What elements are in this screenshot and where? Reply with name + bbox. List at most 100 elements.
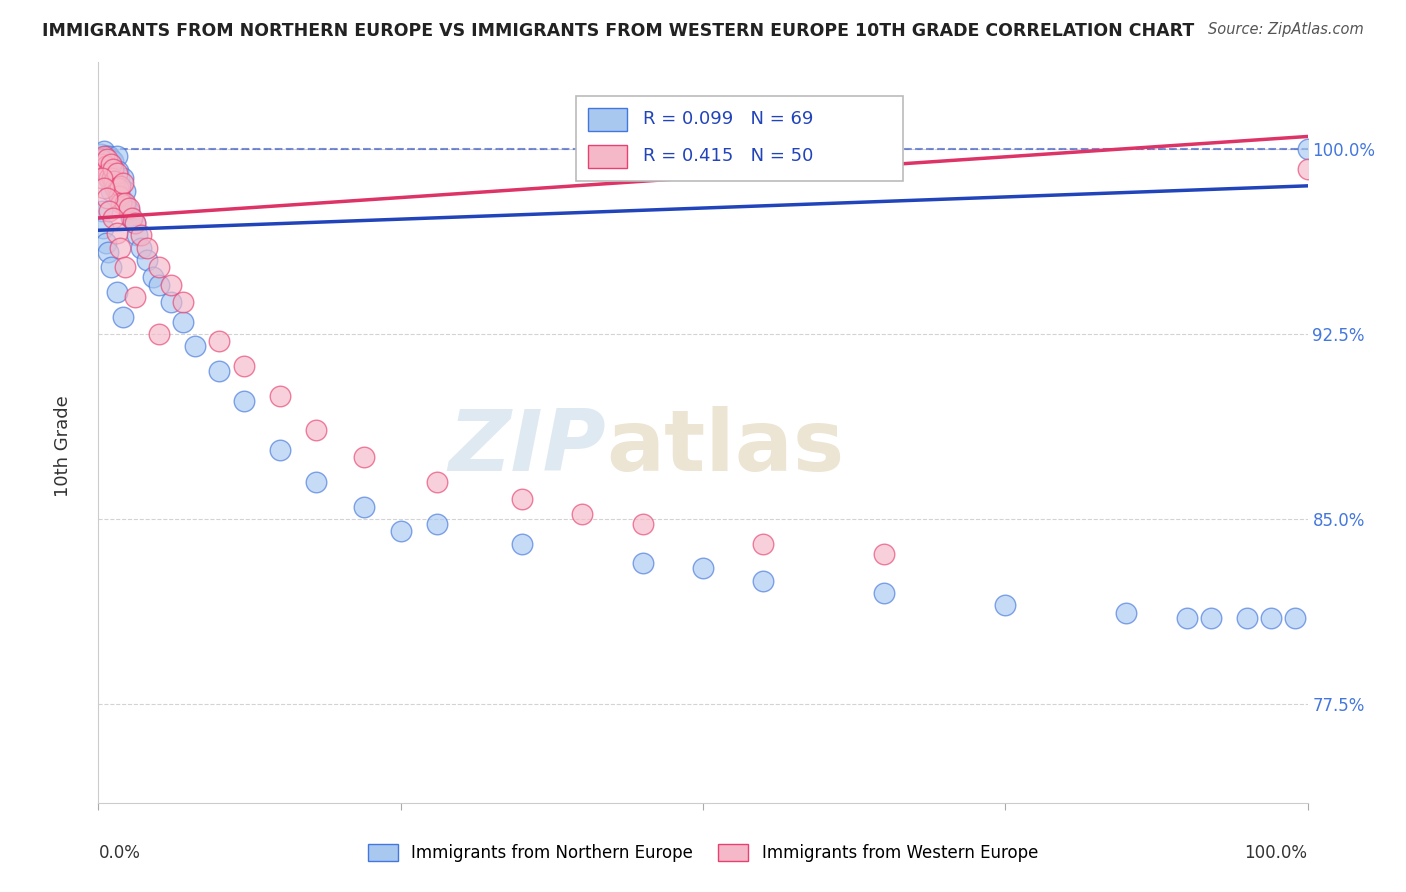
FancyBboxPatch shape [588, 145, 627, 169]
Point [97, 245, 120, 260]
Point [124, 216, 146, 230]
Point [100, 159, 122, 173]
Point [91, 220, 114, 235]
Point [107, 164, 129, 178]
Point [353, 500, 375, 514]
Point [752, 536, 775, 550]
Point [94, 164, 117, 178]
Point [135, 240, 157, 254]
Text: R = 0.415   N = 50: R = 0.415 N = 50 [643, 147, 813, 165]
Text: atlas: atlas [606, 406, 845, 489]
Point [90, 152, 112, 166]
Point [114, 196, 136, 211]
Text: IMMIGRANTS FROM NORTHERN EUROPE VS IMMIGRANTS FROM WESTERN EUROPE 10TH GRADE COR: IMMIGRANTS FROM NORTHERN EUROPE VS IMMIG… [42, 22, 1195, 40]
Point [305, 475, 328, 489]
Point [111, 177, 134, 191]
Point [1296, 142, 1319, 156]
Point [124, 216, 146, 230]
Point [100, 152, 122, 166]
Point [105, 285, 128, 299]
Point [100, 166, 122, 180]
Point [97, 156, 120, 170]
Point [1284, 610, 1306, 624]
Point [1296, 161, 1319, 176]
Point [91, 152, 114, 166]
Point [172, 294, 194, 309]
Point [100, 156, 122, 170]
Point [98, 171, 121, 186]
Point [269, 388, 291, 402]
Point [115, 198, 138, 212]
Point [104, 181, 127, 195]
Point [208, 364, 231, 378]
Point [93, 159, 115, 173]
Point [426, 475, 449, 489]
Point [91, 154, 114, 169]
Point [97, 171, 120, 186]
Point [114, 184, 136, 198]
Point [98, 166, 121, 180]
Point [148, 277, 170, 292]
Point [510, 492, 533, 507]
Point [510, 536, 533, 550]
Text: 0.0%: 0.0% [98, 844, 141, 862]
Point [269, 442, 291, 457]
Point [208, 334, 231, 349]
Point [91, 156, 114, 170]
Point [389, 524, 412, 539]
Point [353, 450, 375, 465]
Point [873, 547, 896, 561]
Point [129, 240, 152, 254]
Point [631, 557, 654, 571]
Point [91, 161, 114, 176]
Point [118, 203, 141, 218]
Point [100, 260, 122, 275]
Point [118, 201, 141, 215]
Text: Source: ZipAtlas.com: Source: ZipAtlas.com [1208, 22, 1364, 37]
Point [160, 294, 183, 309]
Point [1175, 610, 1198, 624]
Point [108, 188, 131, 202]
Point [105, 181, 128, 195]
Point [752, 574, 775, 588]
Point [124, 290, 146, 304]
Text: 100.0%: 100.0% [1244, 844, 1308, 862]
Point [426, 516, 449, 531]
Point [96, 152, 118, 166]
Point [692, 561, 714, 575]
FancyBboxPatch shape [576, 95, 903, 181]
Point [104, 178, 127, 193]
Point [571, 507, 593, 521]
Point [97, 166, 120, 180]
Point [108, 181, 131, 195]
Point [93, 181, 115, 195]
Point [112, 196, 135, 211]
Point [96, 152, 118, 166]
Text: 10th Grade: 10th Grade [55, 395, 72, 497]
Point [96, 191, 118, 205]
Point [1199, 610, 1222, 624]
Point [101, 154, 124, 169]
Point [90, 146, 112, 161]
Point [101, 174, 124, 188]
Point [101, 211, 124, 225]
Point [91, 171, 114, 186]
Point [94, 149, 117, 163]
Point [100, 184, 122, 198]
Point [105, 226, 128, 240]
Point [105, 149, 128, 163]
Point [111, 171, 134, 186]
Point [108, 171, 131, 186]
Point [110, 191, 132, 205]
Point [107, 186, 129, 201]
Point [94, 159, 117, 173]
FancyBboxPatch shape [588, 108, 627, 131]
Point [305, 423, 328, 437]
Point [135, 252, 157, 267]
Point [93, 145, 115, 159]
Point [1115, 606, 1137, 620]
Point [121, 211, 143, 225]
Point [142, 270, 165, 285]
Point [873, 586, 896, 600]
Text: R = 0.099   N = 69: R = 0.099 N = 69 [643, 111, 813, 128]
